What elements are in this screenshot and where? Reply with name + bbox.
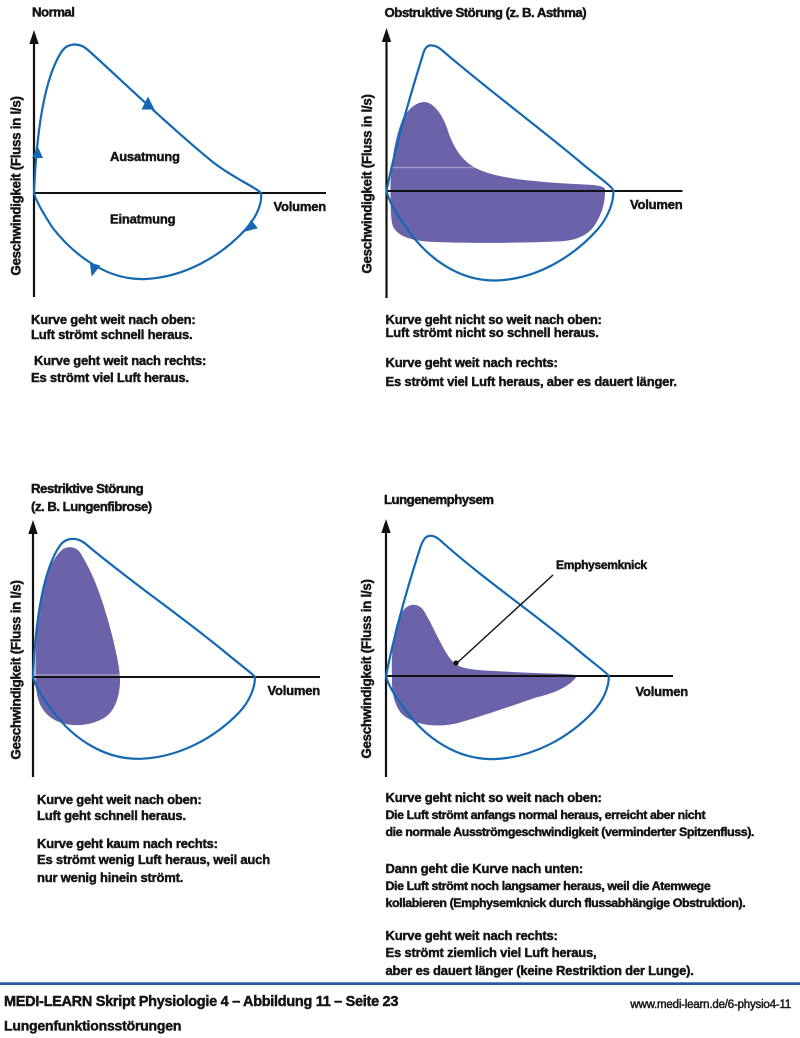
svg-text:Kurve geht weit nach oben:: Kurve geht weit nach oben: (37, 792, 202, 807)
svg-text:kollabieren (Emphysemknick dur: kollabieren (Emphysemknick durch flussab… (386, 896, 746, 910)
svg-text:Geschwindigkeit (Fluss in l/s): Geschwindigkeit (Fluss in l/s) (360, 94, 375, 273)
svg-text:Obstruktive Störung (z. B. Ast: Obstruktive Störung (z. B. Asthma) (385, 5, 587, 20)
svg-text:Die Luft strömt anfangs normal: Die Luft strömt anfangs normal heraus, e… (386, 808, 706, 822)
svg-text:Geschwindigkeit (Fluss in l/s): Geschwindigkeit (Fluss in l/s) (9, 580, 24, 759)
svg-text:Geschwindigkeit (Fluss in l/s): Geschwindigkeit (Fluss in l/s) (359, 579, 374, 758)
svg-text:aber es dauert länger (keine R: aber es dauert länger (keine Restriktion… (386, 963, 694, 978)
svg-text:Volumen: Volumen (630, 197, 683, 212)
svg-text:Es strömt viel Luft heraus.: Es strömt viel Luft heraus. (31, 370, 189, 385)
svg-text:Kurve geht weit nach oben:: Kurve geht weit nach oben: (31, 312, 196, 327)
svg-text:Restriktive Störung: Restriktive Störung (31, 481, 144, 496)
svg-text:Lungenfunktionsstörungen: Lungenfunktionsstörungen (4, 1018, 181, 1034)
svg-text:www.medi-learn.de/6-physio4-11: www.medi-learn.de/6-physio4-11 (629, 999, 791, 1011)
svg-text:Kurve geht nicht so weit nach: Kurve geht nicht so weit nach oben: (386, 790, 602, 805)
svg-text:Ausatmung: Ausatmung (110, 149, 180, 164)
svg-text:MEDI-LEARN Skript Physiologie: MEDI-LEARN Skript Physiologie 4 – Abbild… (4, 994, 398, 1010)
svg-text:Volumen: Volumen (635, 684, 688, 699)
svg-text:Dann geht die Kurve nach unten: Dann geht die Kurve nach unten: (386, 861, 583, 876)
svg-text:Emphysemknick: Emphysemknick (556, 558, 647, 572)
svg-text:Kurve geht weit nach rechts:: Kurve geht weit nach rechts: (386, 355, 558, 370)
svg-text:Geschwindigkeit (Fluss in l/s): Geschwindigkeit (Fluss in l/s) (9, 96, 24, 275)
svg-text:Volumen: Volumen (273, 199, 326, 214)
svg-text:Kurve geht nicht so weit nach: Kurve geht nicht so weit nach oben: (386, 312, 602, 327)
svg-text:Kurve geht kaum nach rechts:: Kurve geht kaum nach rechts: (37, 836, 218, 851)
svg-text:Einatmung: Einatmung (110, 212, 176, 227)
svg-text:Kurve geht weit nach rechts:: Kurve geht weit nach rechts: (34, 353, 206, 368)
svg-text:Volumen: Volumen (267, 683, 320, 698)
svg-text:Luft strömt schnell heraus.: Luft strömt schnell heraus. (31, 327, 192, 342)
svg-text:(z. B. Lungenfibrose): (z. B. Lungenfibrose) (31, 499, 152, 514)
svg-text:nur wenig hinein strömt.: nur wenig hinein strömt. (37, 870, 183, 885)
svg-text:Die Luft strömt noch langsamer: Die Luft strömt noch langsamer heraus, w… (386, 879, 711, 893)
svg-text:Es strömt viel Luft heraus, ab: Es strömt viel Luft heraus, aber es daue… (386, 374, 677, 389)
svg-text:Luft strömt nicht so schnell h: Luft strömt nicht so schnell heraus. (386, 325, 599, 340)
svg-text:Normal: Normal (32, 5, 74, 20)
svg-text:Kurve geht weit nach rechts:: Kurve geht weit nach rechts: (386, 928, 558, 943)
svg-text:Es strömt ziemlich viel Luft h: Es strömt ziemlich viel Luft heraus, (386, 945, 597, 960)
svg-text:Es strömt wenig Luft heraus, w: Es strömt wenig Luft heraus, weil auch (37, 852, 270, 867)
svg-text:Lungenemphysem: Lungenemphysem (384, 492, 494, 507)
svg-text:die normale Ausströmgeschwindi: die normale Ausströmgeschwindigkeit (ver… (386, 825, 754, 839)
svg-text:Luft geht schnell heraus.: Luft geht schnell heraus. (37, 808, 186, 823)
